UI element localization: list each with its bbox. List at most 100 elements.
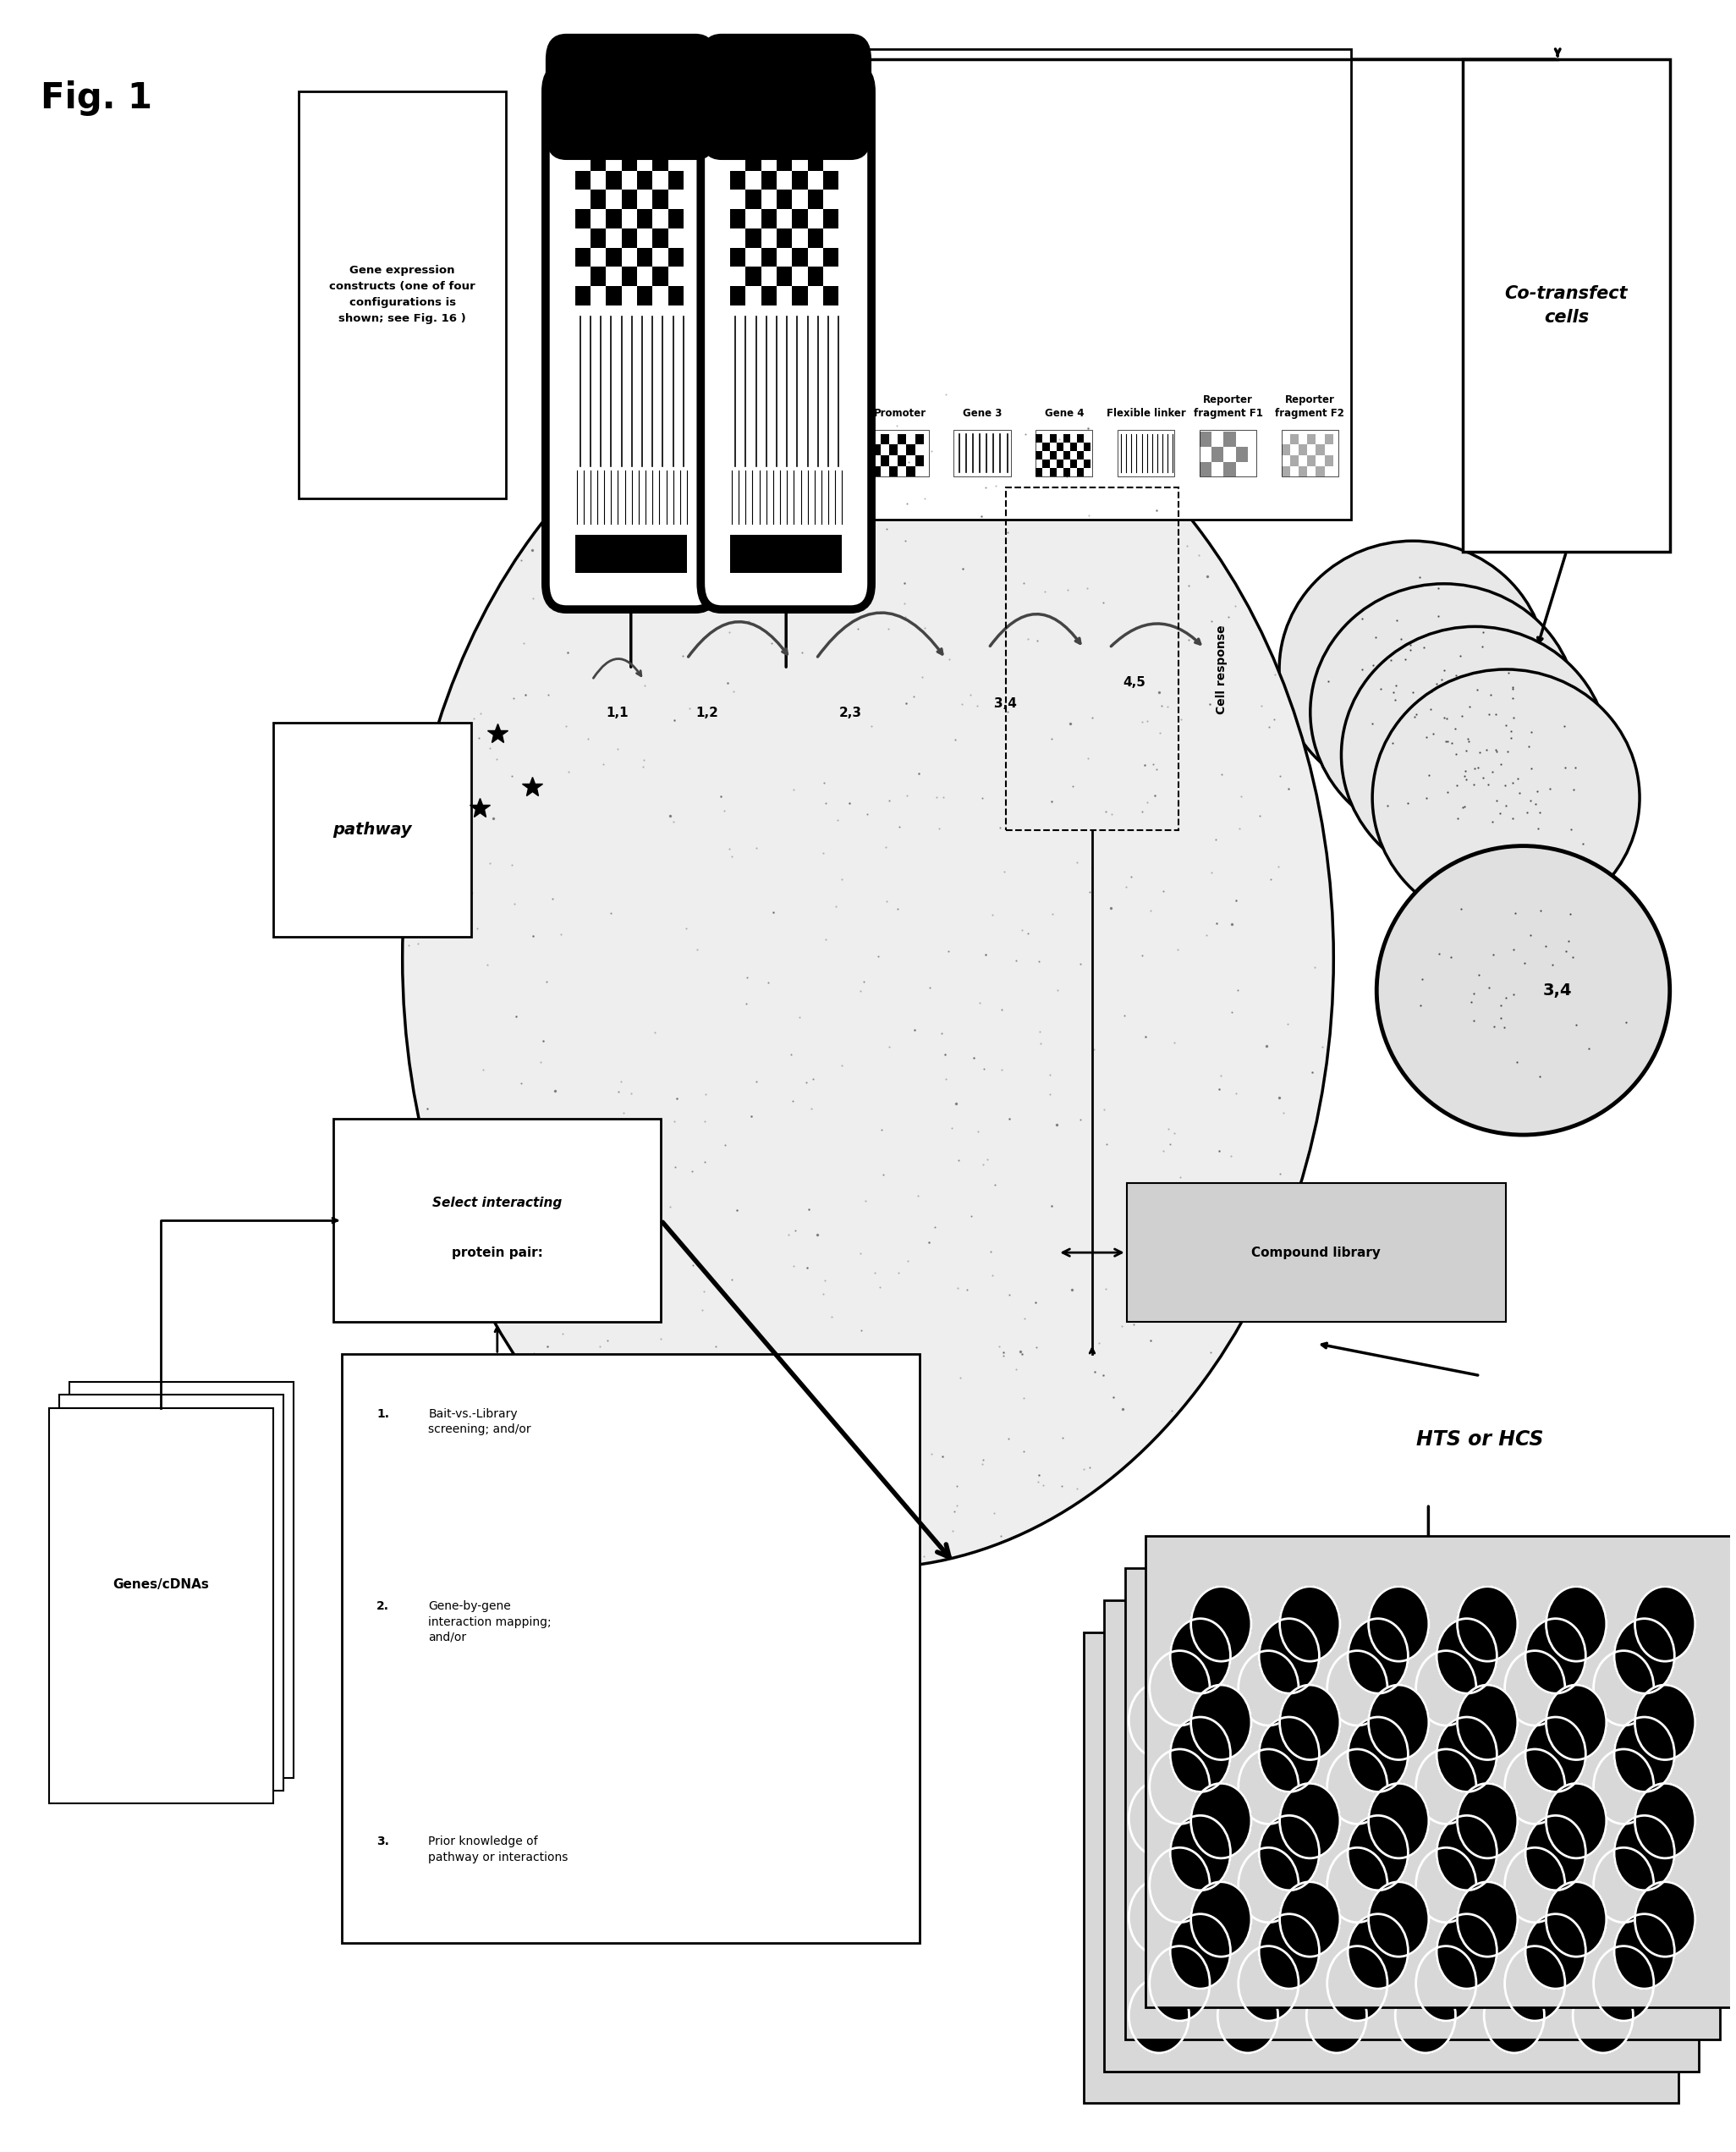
- Circle shape: [1484, 1879, 1545, 1954]
- Bar: [637, 131, 653, 151]
- Circle shape: [1191, 1881, 1252, 1956]
- Circle shape: [1238, 1945, 1299, 2021]
- Bar: [606, 247, 621, 267]
- Circle shape: [1437, 1913, 1496, 1988]
- Circle shape: [1307, 1879, 1366, 1954]
- Bar: [776, 267, 792, 286]
- Bar: [1316, 445, 1325, 456]
- Bar: [575, 170, 590, 189]
- Circle shape: [1505, 1750, 1564, 1825]
- Text: protein pair:: protein pair:: [451, 1246, 543, 1259]
- Bar: [1076, 469, 1083, 478]
- Circle shape: [1307, 1978, 1366, 2053]
- Circle shape: [1457, 1586, 1517, 1661]
- Bar: [731, 170, 745, 189]
- Circle shape: [1594, 1945, 1654, 2021]
- Circle shape: [1368, 1881, 1429, 1956]
- Bar: [1299, 467, 1307, 478]
- Bar: [871, 430, 929, 478]
- Bar: [889, 467, 898, 478]
- Bar: [1050, 452, 1057, 461]
- Bar: [1036, 435, 1043, 443]
- Bar: [859, 49, 1351, 519]
- Circle shape: [1505, 1651, 1564, 1726]
- Bar: [590, 189, 606, 209]
- FancyBboxPatch shape: [545, 67, 717, 609]
- Circle shape: [1347, 1618, 1408, 1694]
- Circle shape: [1128, 1879, 1189, 1954]
- Circle shape: [1573, 1879, 1634, 1954]
- Bar: [915, 435, 924, 445]
- Bar: [1290, 456, 1299, 467]
- Bar: [1307, 456, 1316, 467]
- Bar: [915, 456, 924, 467]
- Circle shape: [1396, 1978, 1455, 2053]
- Text: 1,1: 1,1: [606, 706, 628, 719]
- Circle shape: [1170, 1717, 1231, 1793]
- Bar: [1146, 1537, 1736, 2008]
- Bar: [1043, 443, 1050, 452]
- Bar: [1307, 435, 1316, 445]
- Text: Prior knowledge of
pathway or interactions: Prior knowledge of pathway or interactio…: [429, 1836, 568, 1864]
- Bar: [731, 209, 745, 228]
- Text: Gene-by-gene
interaction mapping;
and/or: Gene-by-gene interaction mapping; and/or: [429, 1601, 552, 1644]
- Bar: [871, 467, 880, 478]
- Circle shape: [1347, 1913, 1408, 1988]
- Bar: [1125, 1569, 1720, 2040]
- Circle shape: [1217, 1683, 1278, 1758]
- Bar: [653, 228, 668, 247]
- Circle shape: [1128, 1782, 1189, 1855]
- Circle shape: [1259, 1618, 1319, 1694]
- Circle shape: [1457, 1881, 1517, 1956]
- Bar: [653, 189, 668, 209]
- Bar: [1050, 469, 1057, 478]
- Bar: [1224, 433, 1236, 448]
- Circle shape: [1614, 1816, 1675, 1889]
- Bar: [342, 1354, 920, 1943]
- Circle shape: [1396, 1782, 1455, 1855]
- Bar: [1069, 443, 1076, 452]
- Circle shape: [1191, 1784, 1252, 1857]
- Circle shape: [1594, 1651, 1654, 1726]
- Bar: [745, 267, 760, 286]
- Bar: [575, 286, 590, 306]
- Circle shape: [1307, 1782, 1366, 1855]
- Bar: [823, 247, 838, 267]
- Text: Gene 4: Gene 4: [1045, 409, 1083, 420]
- Bar: [807, 267, 823, 286]
- Circle shape: [1238, 1849, 1299, 1922]
- Bar: [889, 445, 898, 456]
- Bar: [606, 170, 621, 189]
- Bar: [575, 131, 590, 151]
- Bar: [621, 267, 637, 286]
- Bar: [906, 467, 915, 478]
- Bar: [59, 1394, 283, 1790]
- Ellipse shape: [1342, 626, 1609, 882]
- Text: 4,5: 4,5: [1123, 676, 1146, 689]
- Circle shape: [1547, 1685, 1606, 1760]
- Circle shape: [1457, 1685, 1517, 1760]
- Bar: [745, 228, 760, 247]
- Text: Genes/cDNAs: Genes/cDNAs: [113, 1577, 210, 1590]
- Bar: [792, 209, 807, 228]
- Bar: [1325, 456, 1333, 467]
- Circle shape: [1217, 1782, 1278, 1855]
- Circle shape: [1526, 1816, 1585, 1889]
- Circle shape: [1526, 1618, 1585, 1694]
- Bar: [1083, 461, 1090, 469]
- Circle shape: [1191, 1586, 1252, 1661]
- Text: Gene expression
constructs (one of four
configurations is
shown; see Fig. 16 ): Gene expression constructs (one of four …: [330, 265, 476, 325]
- Bar: [1127, 1184, 1505, 1321]
- Circle shape: [1326, 1849, 1387, 1922]
- Text: Co-transfect
cells: Co-transfect cells: [1505, 286, 1628, 325]
- Bar: [1200, 430, 1257, 478]
- Bar: [1057, 461, 1062, 469]
- Circle shape: [1614, 1717, 1675, 1793]
- Circle shape: [1149, 1849, 1210, 1922]
- Bar: [1062, 469, 1069, 478]
- Circle shape: [1417, 1945, 1476, 2021]
- Text: 2,3: 2,3: [838, 706, 861, 719]
- Bar: [760, 131, 776, 151]
- Circle shape: [1347, 1816, 1408, 1889]
- Bar: [898, 435, 906, 445]
